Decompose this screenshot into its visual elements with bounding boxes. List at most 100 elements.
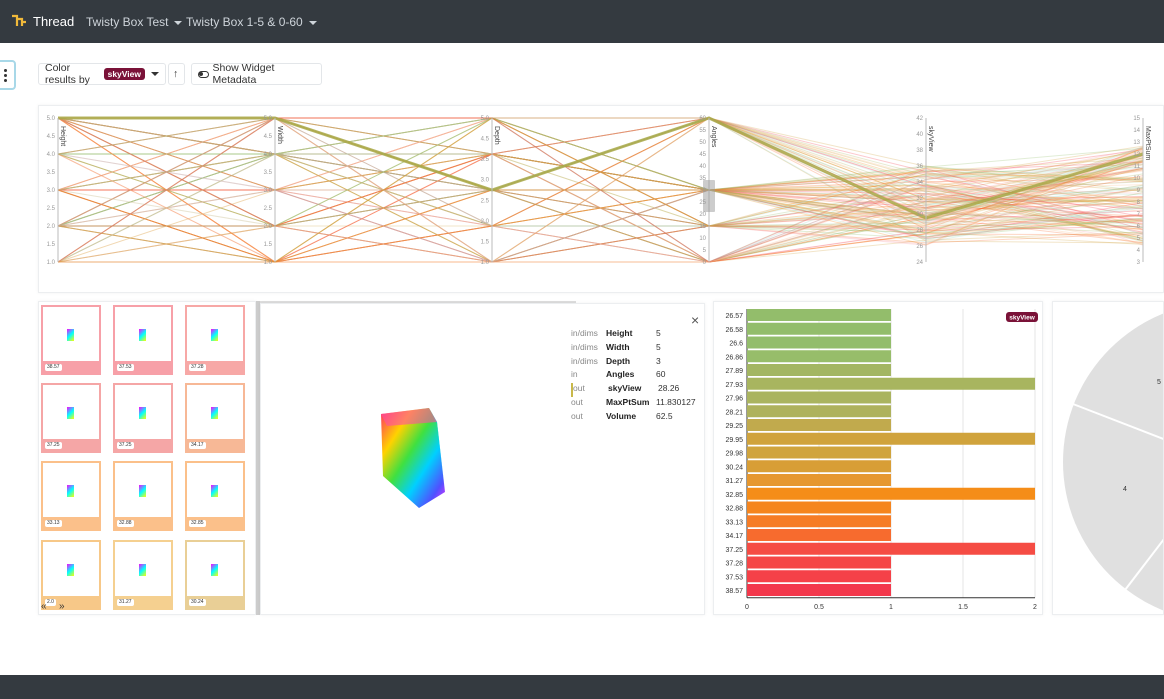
bar-chart-bar[interactable] [747, 405, 891, 418]
pc-line [57, 154, 1144, 263]
pie-chart-panel: 5 4 [1052, 301, 1164, 615]
bar-chart-bar[interactable] [747, 584, 891, 596]
pc-line [57, 117, 1144, 263]
pc-line [57, 117, 1144, 263]
gallery-scrollbar[interactable] [256, 301, 260, 615]
close-icon[interactable]: × [691, 312, 700, 328]
pc-line [57, 117, 1144, 246]
pc-tick-label: 1.5 [47, 242, 56, 248]
pc-axis-label[interactable]: Width [276, 126, 283, 144]
pc-tick-label: 42 [916, 116, 923, 122]
bar-chart-category-label: 38.57 [725, 588, 743, 595]
bar-chart-bar[interactable] [747, 419, 891, 431]
chevron-down-icon [174, 20, 183, 25]
bar-chart-bar[interactable] [747, 556, 891, 569]
pc-axis-label[interactable]: skyView [927, 126, 934, 152]
pc-line [57, 189, 1144, 263]
pc-axis-label[interactable]: Depth [493, 126, 500, 145]
result-thumbnail[interactable]: 37.25 [113, 383, 173, 453]
brand-title[interactable]: Thread [33, 14, 75, 29]
pc-tick-label: 30 [916, 212, 923, 218]
result-thumbnail[interactable]: 37.28 [185, 305, 245, 375]
pc-tick-label: 20 [699, 212, 706, 218]
result-thumbnail[interactable]: 37.53 [113, 305, 173, 375]
result-thumbnail[interactable]: 33.13 [41, 461, 101, 531]
result-thumbnail[interactable]: 32.88 [113, 461, 173, 531]
pc-highlighted-line [58, 116, 1144, 220]
study-dropdown[interactable]: Twisty Box 1-5 & 0-60 [186, 15, 317, 29]
pc-line [57, 150, 1144, 263]
pc-line [57, 153, 1144, 227]
bar-chart-bar[interactable] [747, 542, 1035, 555]
pc-line [57, 117, 1144, 263]
viewer-top-scrollbar[interactable] [260, 301, 576, 303]
metadata-row: out skyView 28.26 [571, 383, 679, 398]
result-thumbnail[interactable]: 38.57 [41, 305, 101, 375]
result-thumbnail[interactable]: 34.17 [185, 383, 245, 453]
result-thumbnail[interactable]: 2.0 [41, 540, 101, 610]
metadata-name: Height [606, 328, 633, 338]
pc-tick-label: 3.0 [47, 188, 56, 194]
sort-direction-button[interactable]: ↑ [168, 63, 185, 85]
bar-chart-bar[interactable] [747, 501, 891, 514]
bar-chart-bar[interactable] [747, 515, 891, 528]
show-metadata-toggle[interactable]: Show Widget Metadata [191, 62, 322, 86]
result-thumbnail[interactable]: 37.25 [41, 383, 101, 453]
pc-line [57, 117, 1144, 227]
bar-chart-bar[interactable] [747, 377, 1035, 390]
bar-chart-bar[interactable] [747, 391, 891, 404]
project-dropdown[interactable]: Twisty Box Test [86, 15, 183, 29]
bar-chart-category-label: 28.21 [725, 409, 743, 416]
pie-chart[interactable]: 5 4 [1053, 302, 1164, 615]
pc-brush-handle[interactable] [703, 180, 715, 212]
pc-line [57, 117, 1144, 263]
bar-chart-bar[interactable] [747, 487, 1035, 500]
bar-chart-bar[interactable] [747, 364, 891, 376]
parallel-coordinates-plot[interactable]: Height5.04.54.03.53.02.52.01.51.0Width5.… [39, 106, 1164, 294]
bar-chart-bar[interactable] [747, 322, 891, 335]
pc-tick-label: 5.0 [481, 116, 490, 122]
pc-line [57, 117, 1144, 263]
pc-line [57, 147, 1144, 263]
pc-axis-label[interactable]: Angles [710, 126, 717, 148]
twisty-box-3d-model[interactable] [379, 404, 459, 514]
pc-line [57, 153, 1144, 263]
bar-chart-bar[interactable] [747, 309, 891, 321]
pc-line [57, 153, 1144, 263]
result-thumbnail[interactable]: 31.27 [113, 540, 173, 610]
bar-chart-category-label: 27.89 [725, 368, 743, 375]
pc-line [57, 117, 1144, 246]
bar-chart-bar[interactable] [747, 529, 891, 541]
bar-chart-bar[interactable] [747, 474, 891, 486]
bar-chart-bar[interactable] [747, 446, 891, 459]
pc-axis-label[interactable]: MaxPtSum [1144, 126, 1151, 160]
bar-chart-bar[interactable] [747, 570, 891, 583]
pc-line [57, 117, 1144, 263]
pc-line [58, 153, 1144, 235]
pc-tick-label: 3 [1137, 260, 1141, 266]
color-by-dropdown[interactable]: Color results by skyView [38, 62, 166, 86]
pc-tick-label: 55 [699, 128, 706, 134]
pc-line [58, 153, 1144, 243]
more-options-button[interactable] [0, 60, 16, 90]
thumbnail-label: 37.25 [45, 442, 62, 449]
pc-axis-label[interactable]: Height [59, 126, 66, 146]
bar-chart-bar[interactable] [747, 432, 1035, 445]
bar-chart-bar[interactable] [747, 460, 891, 473]
bar-chart-bar[interactable] [747, 350, 891, 363]
pc-line [57, 153, 1144, 263]
bar-chart-category-label: 31.27 [725, 478, 743, 485]
metadata-row: out MaxPtSum 11.830127 [571, 397, 696, 411]
gallery-next-button[interactable]: » [59, 601, 65, 612]
bar-chart-category-label: 37.28 [725, 561, 743, 568]
thumbnail-model [211, 564, 218, 576]
pc-line [57, 117, 1144, 241]
skyview-bar-chart[interactable]: 0 0.5 1 1.5 2 26.57 26.58 26.6 26.86 27.89 27.93 27… [714, 302, 1044, 616]
result-thumbnail[interactable]: 32.85 [185, 461, 245, 531]
metadata-name: Volume [606, 410, 637, 421]
result-thumbnail[interactable]: 30.24 [185, 540, 245, 610]
gallery-prev-button[interactable]: « [41, 601, 47, 612]
bar-chart-bar[interactable] [747, 336, 891, 349]
pc-line [57, 153, 1144, 263]
pc-line [58, 117, 1144, 244]
